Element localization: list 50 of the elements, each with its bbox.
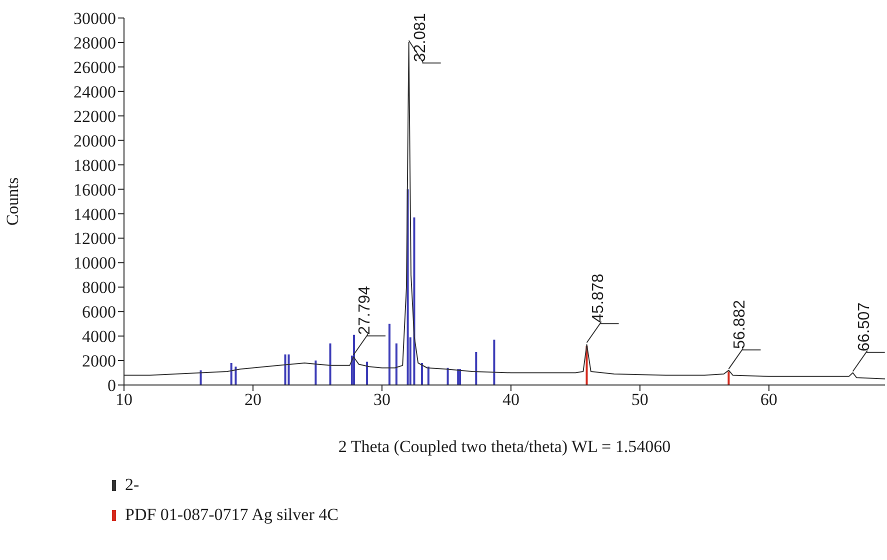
bar [395,343,398,385]
y-tick-label: 12000 [74,229,116,248]
bar [728,372,730,385]
y-tick-label: 10000 [74,254,116,273]
y-tick-label: 6000 [82,302,116,322]
bar [284,354,286,385]
y-tick-label: 30000 [74,9,116,28]
bar [329,343,332,385]
y-tick-label: 4000 [82,327,116,346]
y-tick-label: 8000 [82,278,116,298]
y-axis-title: Counts [3,177,22,226]
y-tick-label: 0 [108,376,116,396]
bar [388,324,390,385]
y-tick-label: 16000 [74,180,116,200]
bar [420,362,423,385]
y-tick-label: 28000 [74,34,116,52]
bar [230,362,232,385]
annotation: 56.882 [732,300,749,349]
bar [457,369,460,385]
annotation: 32.081 [412,12,429,62]
bar [446,368,449,385]
x-tick-label: 10 [116,390,132,410]
x-tick-label: 60 [760,390,778,410]
bar [459,369,462,385]
bar [353,334,355,385]
x-tick-label: 40 [502,390,520,410]
annotation: 45.878 [590,274,607,323]
y-tick-label: 22000 [74,106,116,126]
y-tick-label: 2000 [82,352,116,371]
x-tick-label: 50 [631,390,648,410]
y-tick-label: 24000 [74,82,116,102]
bar [366,362,368,385]
bar [234,366,237,385]
legend-label: 2- [125,475,140,495]
bar [493,340,496,385]
bar [288,354,290,385]
y-tick-label: 26000 [74,58,116,77]
annotation: 66.507 [856,302,873,352]
legend-label: PDF 01-087-0717 Ag silver 4C [125,505,338,525]
bar [314,360,317,385]
x-axis-title: 2 Theta (Coupled two theta/theta) WL = 1.54060 [338,437,671,456]
y-tick-label: 20000 [74,131,116,150]
x-tick-label: 30 [373,390,390,410]
annotation: 27.794 [356,286,374,335]
y-tick-label: 18000 [74,156,116,175]
bar [475,352,478,385]
y-tick-label: 14000 [74,204,116,224]
bar [427,366,430,385]
x-tick-label: 20 [244,390,262,410]
bar [413,217,416,385]
